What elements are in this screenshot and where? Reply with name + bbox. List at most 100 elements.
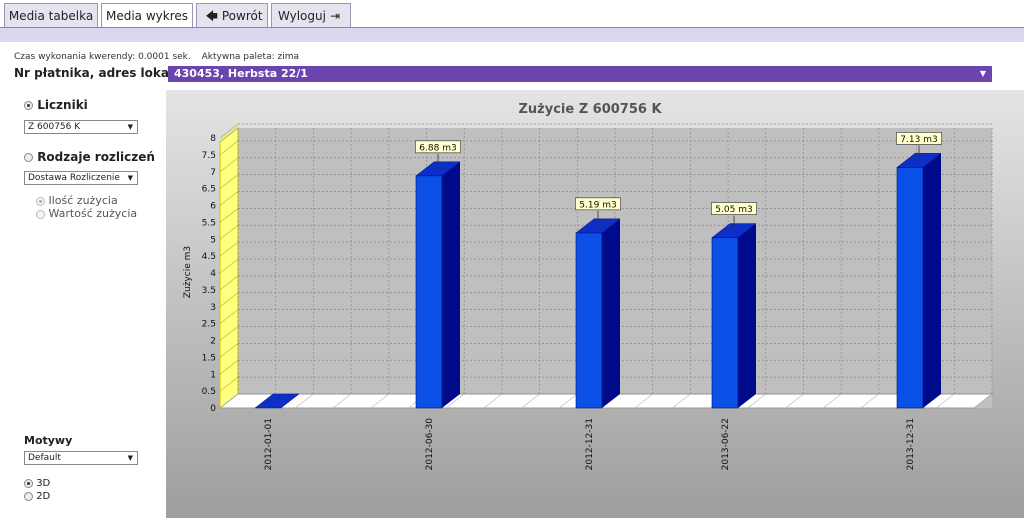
usage-chart: Zużycie Z 600756 K Zużycie m3 0 0.5 1 1.5 2 2… <box>166 90 1024 518</box>
bar <box>896 167 924 409</box>
y-tick-label: 3 <box>210 303 216 313</box>
floor-grid-line <box>445 393 465 409</box>
payer-label: Nr płatnika, adres lokalu: <box>14 66 187 80</box>
wall-grid-line <box>219 140 239 156</box>
dim-3d-radio[interactable] <box>24 478 33 488</box>
bar <box>575 232 603 409</box>
wall-grid-line <box>219 360 239 375</box>
query-time-text: Czas wykonania kwerendy: 0.0001 sek. <box>14 52 191 62</box>
y-tick-label: 2.5 <box>202 320 216 330</box>
data-label: 6.88 m3 <box>419 143 456 153</box>
floor-grid-line <box>521 393 540 409</box>
tab-media-table[interactable]: Media tabelka <box>4 3 98 27</box>
data-label-box <box>415 140 461 154</box>
motif-select[interactable]: Default ▼ <box>24 451 138 465</box>
data-label: 5.19 m3 <box>579 200 616 210</box>
settlements-option[interactable]: Rodzaje rozliczeń <box>24 150 155 164</box>
floor-grid-line <box>785 393 804 409</box>
wall-grid-line <box>219 208 239 223</box>
y-tick-label: 1.5 <box>202 353 216 363</box>
bar-side <box>738 223 756 408</box>
palette-text: Aktywna paleta: zima <box>201 52 299 62</box>
data-label-box <box>575 197 621 211</box>
bar-side <box>602 218 620 408</box>
bar-side <box>923 153 941 408</box>
data-label: 5.05 m3 <box>715 205 752 215</box>
floor-grid-line <box>936 393 955 409</box>
chevron-down-icon: ▼ <box>127 454 133 462</box>
floor-grid-line <box>332 393 352 409</box>
wall-grid-line <box>219 292 239 307</box>
floor-grid-line <box>672 393 691 409</box>
wall-grid-line <box>219 225 239 240</box>
floor-grid-line <box>219 393 239 409</box>
y-tick-label: 8 <box>210 134 216 144</box>
y-tick-label: 5 <box>210 235 216 245</box>
wall-grid-line <box>219 376 239 392</box>
floor-grid-line <box>295 393 314 409</box>
chevron-down-icon: ▼ <box>127 174 133 182</box>
bar-top <box>254 393 300 409</box>
info-line: Czas wykonania kwerendy: 0.0001 sek. Akt… <box>14 52 307 62</box>
dim-2d-option[interactable]: 2D <box>24 491 50 502</box>
y-tick-label: 0.5 <box>202 387 216 397</box>
chart-title: Zużycie Z 600756 K <box>518 102 662 117</box>
usage-amount-option[interactable]: Ilość zużycia <box>36 194 118 207</box>
tab-bar-underline <box>0 27 1024 42</box>
payer-select[interactable]: 430453, Herbsta 22/1 ▼ <box>168 66 992 82</box>
wall-grid-line <box>219 174 239 189</box>
usage-amount-radio[interactable] <box>36 196 45 206</box>
usage-value-option[interactable]: Wartość zużycia <box>36 207 137 220</box>
wall-grid-line <box>219 157 239 172</box>
bar <box>711 237 739 409</box>
tab-bar: Media tabelka Media wykres 🡄 Powrót Wylog… <box>0 0 1024 29</box>
y-tick-label: 7.5 <box>202 151 216 161</box>
logout-icon: ⇥ <box>329 9 341 23</box>
y-tick-label: 4.5 <box>202 252 216 262</box>
meters-option[interactable]: Liczniki <box>24 98 88 112</box>
wall-grid-line <box>219 123 239 139</box>
settlement-select[interactable]: Dostawa Rozliczenie ▼ <box>24 171 138 185</box>
x-tick-label: 2012-06-30 <box>425 418 435 471</box>
wall-grid-line <box>219 241 239 257</box>
floor-grid-line <box>973 393 993 409</box>
bar <box>415 175 443 409</box>
dim-3d-option[interactable]: 3D <box>24 478 50 489</box>
x-tick-label: 2012-01-01 <box>264 418 274 470</box>
y-axis-label: Zużycie m3 <box>183 246 193 298</box>
payer-value: 430453, Herbsta 22/1 <box>174 67 308 80</box>
wall-grid-line <box>219 309 239 324</box>
wall-grid-line <box>219 258 239 274</box>
dim-2d-radio[interactable] <box>24 491 33 501</box>
wall-grid-line <box>219 343 239 358</box>
x-tick-label: 2012-12-31 <box>585 418 595 470</box>
data-label-box <box>711 202 757 215</box>
settlements-radio[interactable] <box>24 153 33 162</box>
floor-grid-line <box>483 393 503 409</box>
floor-grid-line <box>860 393 880 409</box>
data-label-box <box>896 132 942 145</box>
tab-media-chart[interactable]: Media wykres <box>101 3 193 29</box>
wall-grid-line <box>219 275 239 291</box>
chevron-down-icon: ▼ <box>979 69 986 78</box>
y-tick-label: 7 <box>210 168 216 178</box>
y-tick-label: 3.5 <box>202 286 216 296</box>
back-button[interactable]: 🡄 Powrót <box>196 3 268 27</box>
x-tick-label: 2013-12-31 <box>906 418 916 470</box>
y-tick-label: 6.5 <box>202 185 216 195</box>
meters-radio[interactable] <box>24 101 33 110</box>
y-tick-label: 1 <box>210 370 216 380</box>
floor-grid-line <box>634 393 653 409</box>
usage-value-radio[interactable] <box>36 209 45 219</box>
floor-grid-line <box>747 393 767 409</box>
chart-panel: Zużycie Z 600756 K Zużycie m3 0 0.5 1 1.5 2 2… <box>166 90 1024 518</box>
wall-grid-line <box>219 191 239 206</box>
sidebar: Liczniki Z 600756 K ▼ Rodzaje rozliczeń … <box>0 90 165 518</box>
meter-select[interactable]: Z 600756 K ▼ <box>24 120 138 134</box>
y-tick-label: 0 <box>210 404 216 414</box>
data-label: 7.13 m3 <box>900 135 937 145</box>
y-tick-label: 6 <box>210 202 216 212</box>
y-tick-label: 4 <box>210 269 216 279</box>
motifs-label: Motywy <box>24 434 73 447</box>
logout-button[interactable]: Wyloguj ⇥ <box>271 3 351 27</box>
